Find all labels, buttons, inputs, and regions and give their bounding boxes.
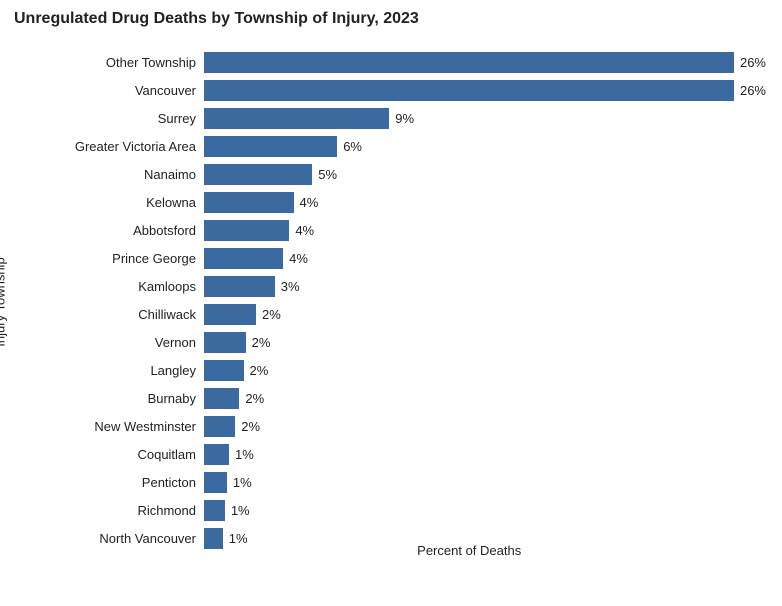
chart-row: Kamloops 3% [38, 272, 766, 300]
chart-row: Chilliwack 2% [38, 300, 766, 328]
chart-row: Surrey 9% [38, 104, 766, 132]
category-label: Vernon [38, 335, 204, 350]
chart-row: Other Township 26% [38, 48, 766, 76]
chart-area: Injury Township Other Township26%Vancouv… [0, 42, 782, 562]
bar [204, 444, 229, 465]
bar [204, 388, 239, 409]
category-label: Kelowna [38, 195, 204, 210]
x-axis-label: Percent of Deaths [417, 543, 521, 558]
bar-cell: 4% [204, 216, 766, 244]
bar-cell: 1% [204, 440, 766, 468]
category-label: New Westminster [38, 419, 204, 434]
bar-cell: 6% [204, 132, 766, 160]
bar [204, 164, 312, 185]
bar [204, 52, 734, 73]
value-label: 4% [283, 251, 308, 266]
category-label: Langley [38, 363, 204, 378]
category-label: Penticton [38, 475, 204, 490]
value-label: 2% [235, 419, 260, 434]
category-label: Vancouver [38, 83, 204, 98]
bar-cell: 1% [204, 468, 766, 496]
bar [204, 136, 337, 157]
bar [204, 360, 244, 381]
bar-cell: 9% [204, 104, 766, 132]
chart-title: Unregulated Drug Deaths by Township of I… [0, 10, 782, 28]
category-label: Greater Victoria Area [38, 139, 204, 154]
chart-container: Unregulated Drug Deaths by Township of I… [0, 0, 782, 606]
value-label: 1% [225, 503, 250, 518]
value-label: 4% [289, 223, 314, 238]
bar [204, 80, 734, 101]
bar [204, 248, 283, 269]
value-label: 2% [244, 363, 269, 378]
bar-cell: 2% [204, 412, 766, 440]
bar [204, 192, 294, 213]
bar [204, 416, 235, 437]
bar-cell: 2% [204, 300, 766, 328]
chart-row: Langley 2% [38, 356, 766, 384]
chart-row: Penticton 1% [38, 468, 766, 496]
chart-row: New Westminster 2% [38, 412, 766, 440]
chart-rows: Other Township 26% Vancouver 26% Surrey 9% Gre… [38, 48, 766, 552]
bar-cell: 2% [204, 384, 766, 412]
chart-row: Vancouver 26% [38, 76, 766, 104]
value-label: 2% [246, 335, 271, 350]
chart-row: Kelowna 4% [38, 188, 766, 216]
bar [204, 528, 223, 549]
bar-cell: 26% [204, 76, 766, 104]
category-label: Kamloops [38, 279, 204, 294]
category-label: Chilliwack [38, 307, 204, 322]
value-label: 1% [229, 447, 254, 462]
chart-row: Greater Victoria Area 6% [38, 132, 766, 160]
value-label: 26% [734, 83, 766, 98]
chart-row: Abbotsford 4% [38, 216, 766, 244]
bar-cell: 26% [204, 48, 766, 76]
category-label: Surrey [38, 111, 204, 126]
category-label: Prince George [38, 251, 204, 266]
category-label: Richmond [38, 503, 204, 518]
bar [204, 220, 289, 241]
bar-cell: 5% [204, 160, 766, 188]
category-label: Other Township [38, 55, 204, 70]
category-label: Abbotsford [38, 223, 204, 238]
bar-cell: 3% [204, 272, 766, 300]
category-label: North Vancouver [38, 531, 204, 546]
bar-cell: 1% [204, 496, 766, 524]
chart-row: Vernon 2% [38, 328, 766, 356]
bar-cell: 2% [204, 328, 766, 356]
value-label: 2% [256, 307, 281, 322]
chart-row: Nanaimo 5% [38, 160, 766, 188]
value-label: 4% [294, 195, 319, 210]
chart-row: North Vancouver 1% [38, 524, 766, 552]
value-label: 1% [227, 475, 252, 490]
value-label: 9% [389, 111, 414, 126]
bar [204, 332, 246, 353]
chart-row: Coquitlam 1% [38, 440, 766, 468]
y-axis-label: Injury Township [0, 257, 8, 346]
bar [204, 276, 275, 297]
value-label: 26% [734, 55, 766, 70]
value-label: 5% [312, 167, 337, 182]
chart-row: Richmond 1% [38, 496, 766, 524]
bar-cell: 2% [204, 356, 766, 384]
category-label: Nanaimo [38, 167, 204, 182]
value-label: 1% [223, 531, 248, 546]
category-label: Coquitlam [38, 447, 204, 462]
value-label: 3% [275, 279, 300, 294]
bar [204, 304, 256, 325]
bar [204, 472, 227, 493]
bar-cell: 4% [204, 244, 766, 272]
bar [204, 108, 389, 129]
bar-cell: 4% [204, 188, 766, 216]
chart-row: Burnaby 2% [38, 384, 766, 412]
bar [204, 500, 225, 521]
value-label: 2% [239, 391, 264, 406]
chart-row: Prince George 4% [38, 244, 766, 272]
value-label: 6% [337, 139, 362, 154]
category-label: Burnaby [38, 391, 204, 406]
